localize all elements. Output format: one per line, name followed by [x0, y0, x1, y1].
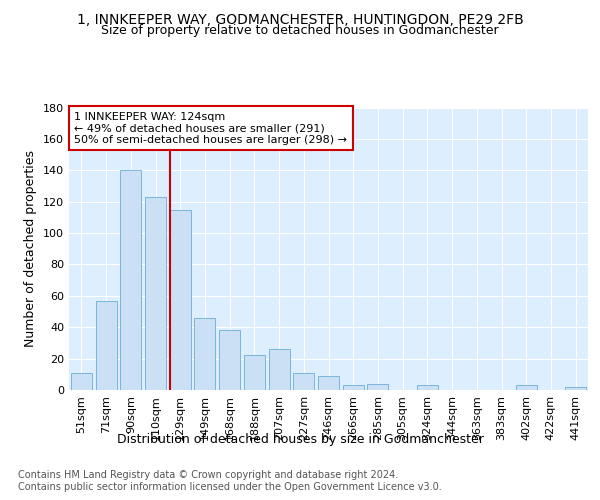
Bar — [244, 356, 265, 390]
Bar — [367, 384, 388, 390]
Text: Contains HM Land Registry data © Crown copyright and database right 2024.
Contai: Contains HM Land Registry data © Crown c… — [18, 470, 442, 492]
Text: 1, INNKEEPER WAY, GODMANCHESTER, HUNTINGDON, PE29 2FB: 1, INNKEEPER WAY, GODMANCHESTER, HUNTING… — [77, 12, 523, 26]
Bar — [343, 386, 364, 390]
Bar — [194, 318, 215, 390]
Bar — [95, 300, 116, 390]
Bar — [71, 372, 92, 390]
Bar — [269, 349, 290, 390]
Bar — [565, 387, 586, 390]
Bar — [318, 376, 339, 390]
Bar — [516, 386, 537, 390]
Bar — [219, 330, 240, 390]
Text: Distribution of detached houses by size in Godmanchester: Distribution of detached houses by size … — [116, 432, 484, 446]
Bar — [145, 197, 166, 390]
Text: 1 INNKEEPER WAY: 124sqm
← 49% of detached houses are smaller (291)
50% of semi-d: 1 INNKEEPER WAY: 124sqm ← 49% of detache… — [74, 112, 347, 145]
Y-axis label: Number of detached properties: Number of detached properties — [25, 150, 37, 348]
Bar — [120, 170, 141, 390]
Bar — [170, 210, 191, 390]
Text: Size of property relative to detached houses in Godmanchester: Size of property relative to detached ho… — [101, 24, 499, 37]
Bar — [417, 386, 438, 390]
Bar — [293, 372, 314, 390]
